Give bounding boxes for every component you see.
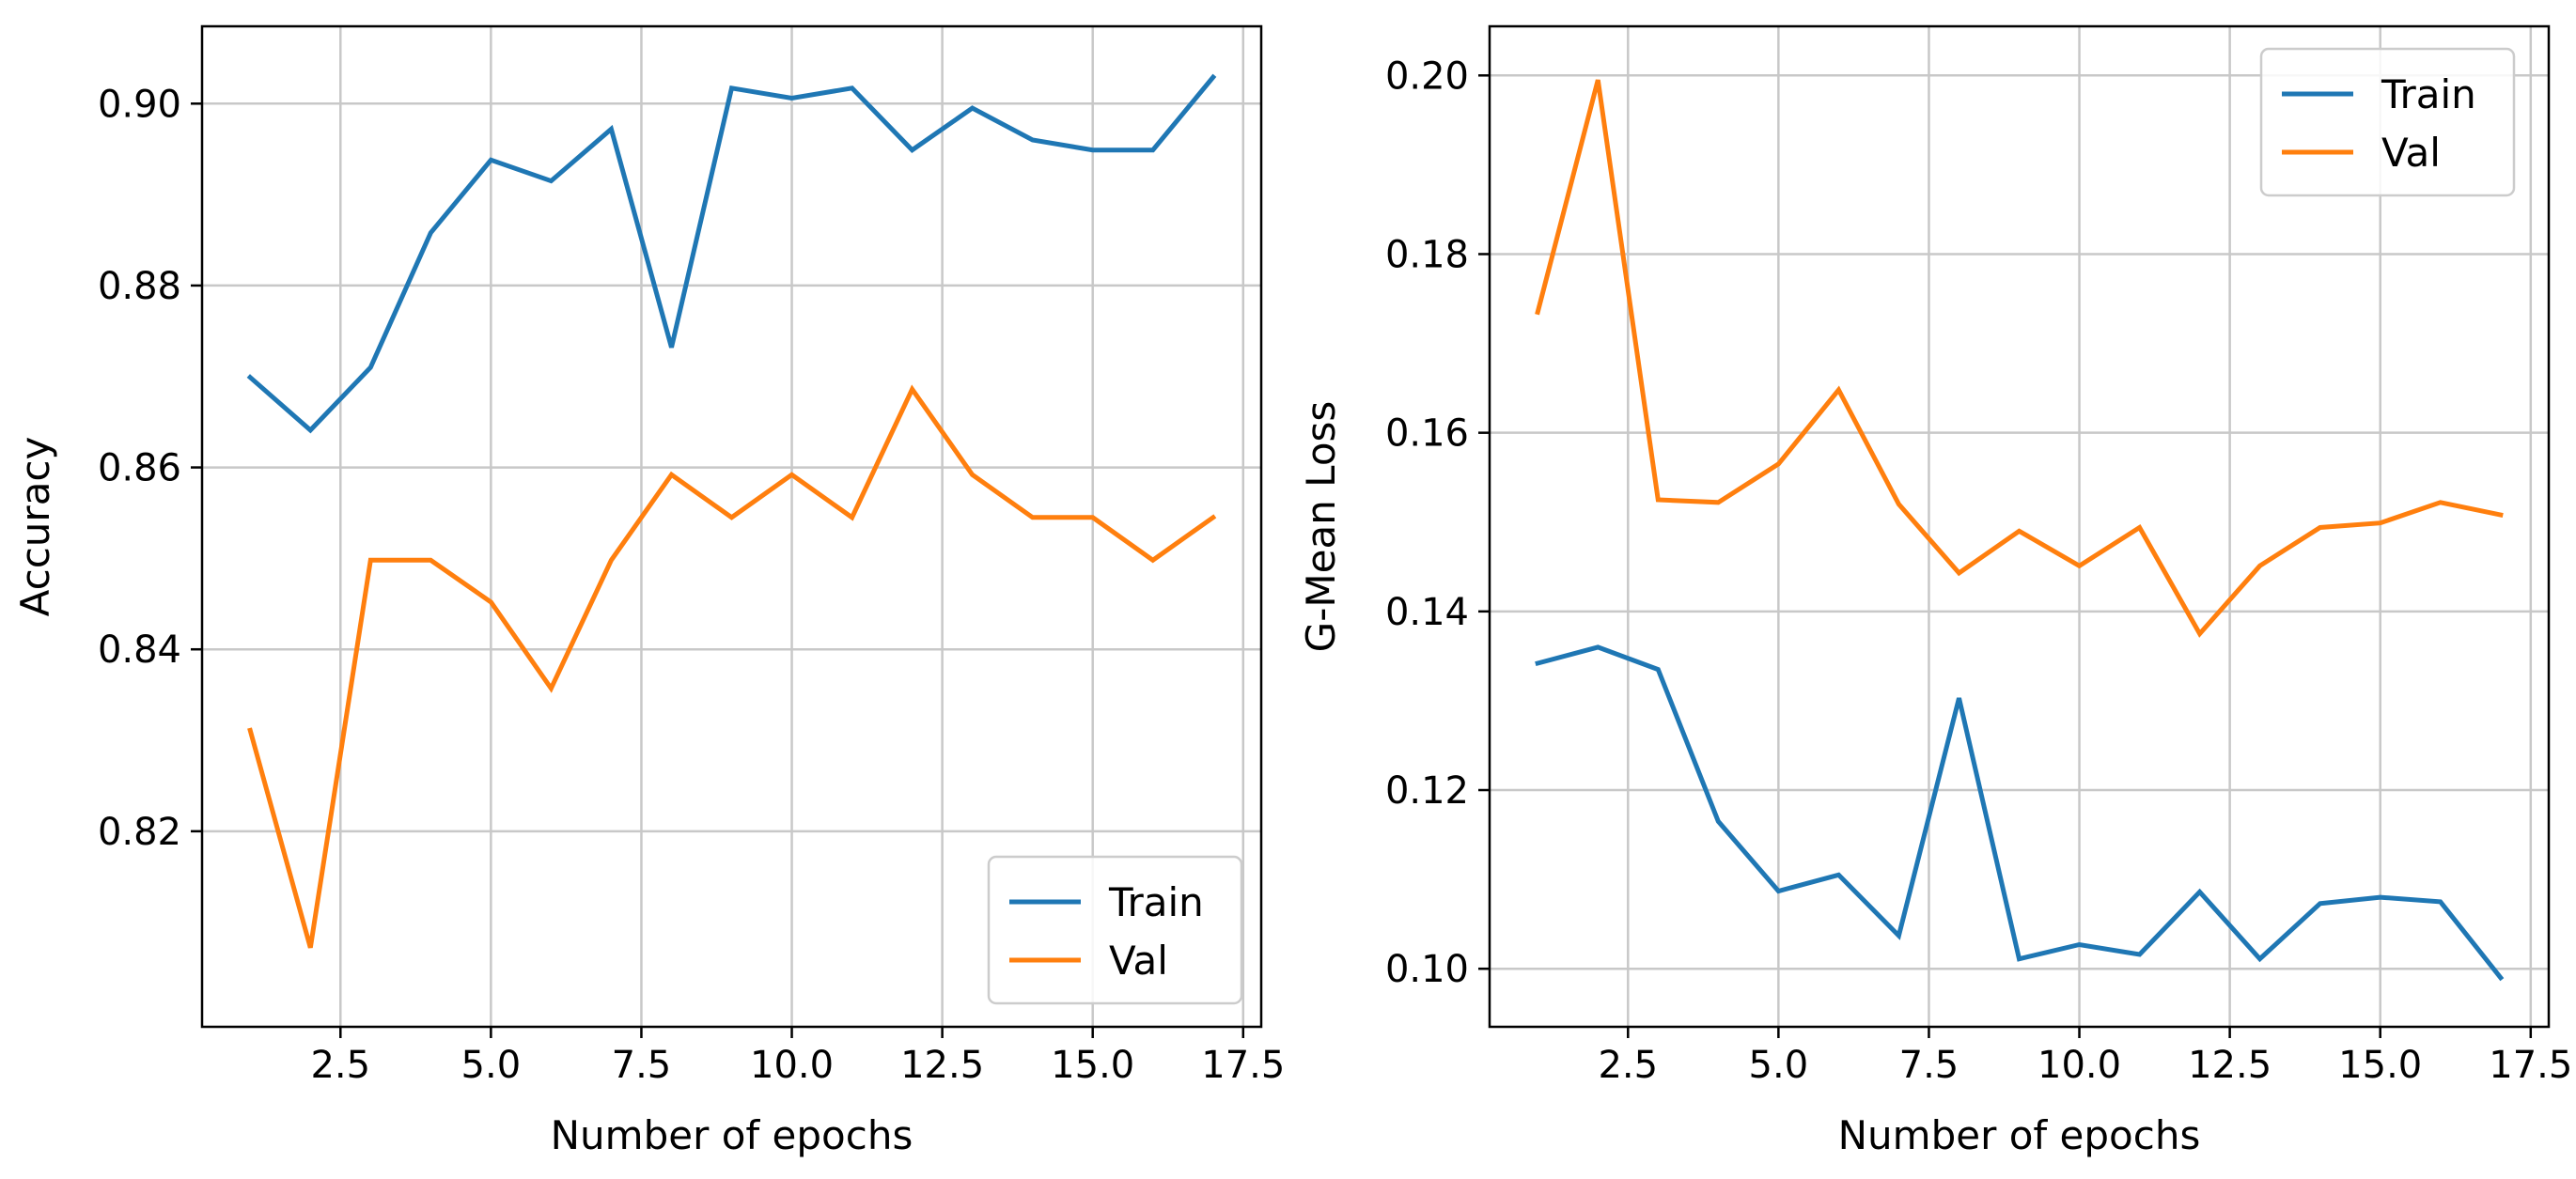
x-tick-label: 5.0 — [461, 1044, 522, 1087]
y-tick-label: 0.12 — [1385, 769, 1469, 813]
x-tick-label: 17.5 — [1201, 1044, 1285, 1087]
y-axis-label: Accuracy — [12, 437, 58, 617]
accuracy-chart: 2.5 5.0 7.5 10.0 12.5 15.0 17.5 0.82 0.84 0.86 0.8… — [12, 24, 1285, 1158]
x-tick-label: 17.5 — [2489, 1044, 2572, 1087]
y-tick-label: 0.86 — [98, 447, 181, 490]
x-tick-label: 15.0 — [1051, 1044, 1134, 1087]
x-tick-label: 2.5 — [310, 1044, 370, 1087]
y-tick-label: 0.84 — [98, 628, 181, 672]
plot-frame — [1488, 24, 2551, 1029]
legend: Train Val — [2259, 47, 2516, 197]
y-tick-label: 0.16 — [1385, 412, 1469, 456]
x-tick-label: 15.0 — [2338, 1044, 2422, 1087]
legend-box — [987, 855, 1243, 1005]
grid — [1490, 26, 2549, 1027]
x-tick-label: 10.0 — [750, 1044, 834, 1087]
x-tick-label: 10.0 — [2037, 1044, 2121, 1087]
y-tick-label: 0.14 — [1385, 591, 1469, 634]
legend-label-train: Train — [1108, 879, 1204, 925]
y-tick-label: 0.88 — [98, 265, 181, 308]
x-tick-label: 12.5 — [2188, 1044, 2272, 1087]
y-tick-label: 0.20 — [1385, 54, 1469, 98]
x-axis-label: Number of epochs — [551, 1112, 913, 1158]
x-tick-label: 7.5 — [1899, 1044, 1959, 1087]
y-tick-label: 0.10 — [1385, 948, 1469, 991]
gmean-loss-chart: 2.5 5.0 7.5 10.0 12.5 15.0 17.5 0.10 0.12 0.14 0.1… — [1298, 24, 2572, 1158]
y-tick-label: 0.82 — [98, 811, 181, 854]
plot-frame — [200, 24, 1263, 1029]
x-tick-label: 7.5 — [612, 1044, 672, 1087]
legend-label-train: Train — [2381, 71, 2476, 117]
series-line-train — [1535, 644, 2505, 982]
series-line-val — [1535, 79, 2504, 638]
y-axis-label: G-Mean Loss — [1298, 401, 1344, 653]
legend-box — [2259, 47, 2516, 197]
grid — [202, 26, 1261, 1027]
legend-label-val: Val — [2381, 130, 2441, 176]
y-tick-label: 0.90 — [98, 83, 181, 126]
x-tick-label: 12.5 — [900, 1044, 984, 1087]
x-axis-label: Number of epochs — [1838, 1112, 2201, 1158]
x-tick-label: 2.5 — [1598, 1044, 1658, 1087]
x-tick-label: 5.0 — [1749, 1044, 1809, 1087]
series-line-val — [247, 384, 1217, 949]
series-line-train — [246, 73, 1217, 434]
legend-label-val: Val — [1109, 938, 1168, 984]
y-tick-label: 0.18 — [1385, 233, 1469, 276]
legend: Train Val — [987, 855, 1243, 1005]
